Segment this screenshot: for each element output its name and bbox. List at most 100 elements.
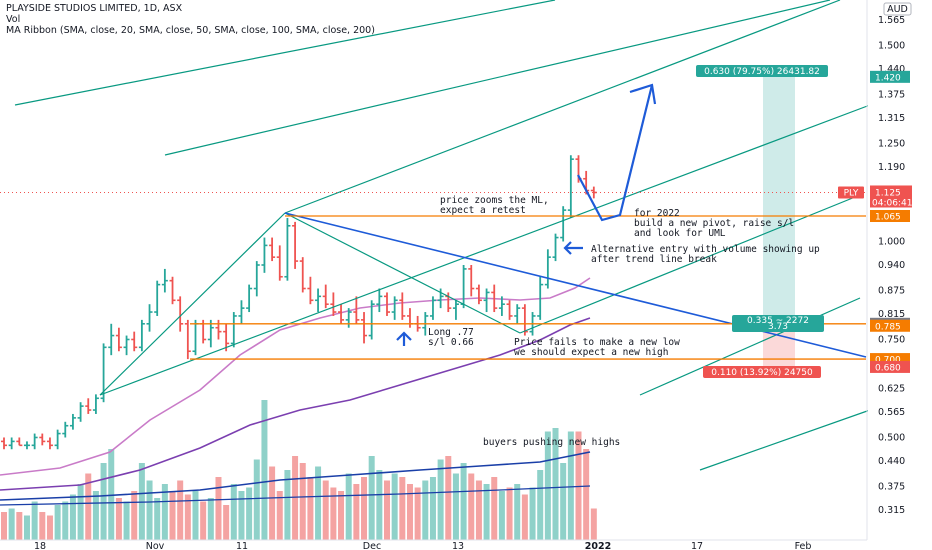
ohlc-bar <box>338 304 345 324</box>
y-tick-label: 0.375 <box>878 481 905 492</box>
measure-up-label: 0.630 (79.75%) 26431.82 <box>704 67 820 77</box>
ohlc-bar <box>399 292 406 320</box>
ohlc-bar <box>92 394 99 414</box>
ohlc-bar <box>322 284 329 309</box>
note-long-line1: Long .77 <box>428 327 474 338</box>
volume-bar <box>567 431 574 540</box>
volume-bar <box>269 466 276 540</box>
volume-bar <box>498 491 505 540</box>
volume-bar <box>192 491 199 540</box>
measure-mid2-label: 3.73 <box>768 322 788 332</box>
projection-path <box>577 84 654 222</box>
level-068-tag: 0.680 <box>875 363 901 373</box>
symbol-tag: PLY <box>844 188 859 198</box>
volume-bar <box>54 505 61 540</box>
lower-parallel-1 <box>639 297 861 396</box>
volume-bar <box>146 480 153 540</box>
volume-bar <box>230 484 237 540</box>
volume-bar <box>544 431 551 540</box>
ohlc-bar <box>307 276 314 305</box>
ohlc-bar <box>452 300 459 320</box>
volume-bar <box>529 487 536 540</box>
price-axis-bg <box>868 0 932 550</box>
volume-bar <box>437 459 444 540</box>
ohlc-bar <box>1 437 7 450</box>
ohlc-bar <box>315 288 322 313</box>
volume-bar <box>207 498 214 540</box>
x-tick-label: Nov <box>146 541 165 550</box>
ohlc-bar <box>85 398 92 414</box>
ohlc-bar <box>299 257 306 293</box>
x-tick-label: 11 <box>236 541 248 550</box>
volume-bar <box>39 512 46 540</box>
ohlc-bar <box>192 319 199 356</box>
volume-bar <box>330 487 337 540</box>
volume-bar <box>284 470 291 540</box>
ohlc-bar <box>506 300 513 320</box>
volume-bar <box>161 484 168 540</box>
note-plan-line1: for 2022 <box>634 208 680 219</box>
y-tick-label: 1.565 <box>878 15 905 26</box>
note-fail-line1: Price fails to make a new low <box>514 337 680 348</box>
ohlc-bar <box>161 268 168 293</box>
ohlc-bar <box>207 319 214 348</box>
pitchfork-lower-line <box>99 104 871 396</box>
volume-bar <box>345 473 352 540</box>
ohlc-bar <box>123 335 130 356</box>
currency-label: AUD <box>887 4 908 15</box>
ohlc-bar <box>131 331 138 352</box>
sma-200-line <box>0 485 591 506</box>
y-tick-label: 1.315 <box>878 113 905 124</box>
volume-bar <box>560 463 567 540</box>
sma-50-line <box>0 317 591 491</box>
volume-bar <box>115 498 122 540</box>
ohlc-bar <box>521 304 528 336</box>
ohlc-bar <box>215 319 222 340</box>
ohlc-bar <box>261 237 268 273</box>
volume-bar <box>361 477 368 540</box>
last-price-tag: 1.125 <box>875 188 901 198</box>
ohlc-bar <box>230 312 237 348</box>
y-tick-label: 0.815 <box>878 309 905 320</box>
volume-bar <box>299 463 306 540</box>
level-0785-tag-bg <box>870 319 910 332</box>
sma-20-line <box>0 277 591 476</box>
volume-bar <box>315 466 322 540</box>
y-tick-label: 0.940 <box>878 260 905 271</box>
ohlc-bar <box>361 312 368 344</box>
volume-bar <box>391 473 398 540</box>
time-axis-bg <box>0 540 932 550</box>
volume-bar <box>537 470 544 540</box>
ohlc-bar <box>353 296 360 324</box>
median-line <box>284 0 841 214</box>
ohlc-bar <box>330 292 337 316</box>
volume-bar <box>406 484 413 540</box>
y-tick-label: 0.500 <box>878 432 905 443</box>
volume-bar <box>138 463 145 540</box>
ohlc-bar <box>223 323 230 352</box>
ohlc-bar <box>544 249 551 289</box>
volume-bar <box>169 491 176 540</box>
volume-bar <box>108 449 115 540</box>
x-tick-label: 13 <box>452 541 464 550</box>
y-tick-label: 0.875 <box>878 285 905 296</box>
ohlc-bar <box>498 296 505 316</box>
volume-bar <box>590 508 597 540</box>
volume-bar <box>8 508 15 540</box>
target-zone <box>763 76 795 324</box>
level-1065-tag-bg <box>870 210 910 222</box>
volume-bar <box>552 428 559 540</box>
volume-bar <box>77 484 84 540</box>
measure-down-label-bg <box>703 366 821 378</box>
ohlc-bar <box>437 288 444 309</box>
ohlc-bar <box>276 245 283 281</box>
y-tick-label: 0.440 <box>878 456 905 467</box>
ohlc-bar <box>368 300 375 340</box>
volume-bar <box>376 470 383 540</box>
ohlc-bar <box>69 413 76 430</box>
ohlc-bar <box>46 437 53 450</box>
ma-ribbon-legend: MA Ribbon (SMA, close, 20, SMA, close, 5… <box>6 25 375 36</box>
ohlc-bar <box>54 429 61 450</box>
ohlc-bar <box>384 292 390 316</box>
